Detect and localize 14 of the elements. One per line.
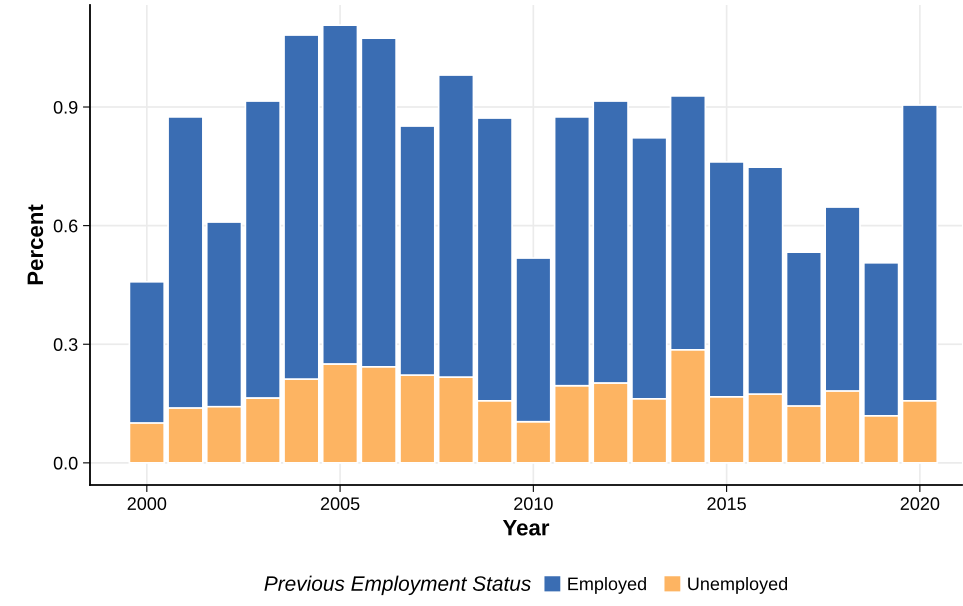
x-tick-label: 2020 xyxy=(900,497,940,510)
x-tick-label: 2005 xyxy=(320,497,360,510)
y-tick-label: 0.3 xyxy=(54,338,78,351)
y-axis-title: Percent xyxy=(28,204,44,284)
x-axis-title: Year xyxy=(502,520,550,536)
x-tick-label: 2010 xyxy=(514,497,553,510)
x-tick-label: 2000 xyxy=(128,497,166,510)
y-tick-label: 0.9 xyxy=(54,100,78,114)
y-tick-label: 0.0 xyxy=(54,456,78,470)
x-tick-label: 2015 xyxy=(707,497,746,510)
legend-label: Employed xyxy=(568,576,646,594)
legend-title: Previous Employment Status xyxy=(264,576,531,596)
y-tick-label: 0.6 xyxy=(54,220,78,232)
legend-label: Unemployed xyxy=(688,576,788,594)
